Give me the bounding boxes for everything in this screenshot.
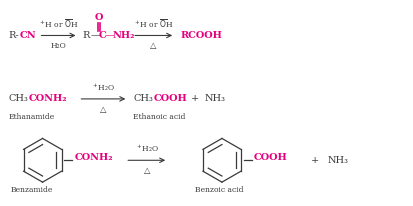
Text: CONH₂: CONH₂ [28,94,67,103]
Text: CH₃: CH₃ [133,94,153,103]
Text: O: O [94,13,102,22]
Text: △: △ [150,42,157,50]
Text: Ethanamide: Ethanamide [9,113,55,121]
Text: R: R [83,31,90,40]
Text: COOH: COOH [153,94,187,103]
Text: $^+$H₂O: $^+$H₂O [135,143,159,154]
Text: $^+$H₂O: $^+$H₂O [91,81,116,93]
Text: $^+$H or $\overline{\mathrm{O}}$H: $^+$H or $\overline{\mathrm{O}}$H [133,17,173,30]
Text: —: — [90,31,100,40]
Text: +: + [191,94,199,103]
Text: NH₃: NH₃ [205,94,226,103]
Text: CN: CN [20,31,36,40]
Text: +: + [311,156,319,165]
Text: R-: R- [9,31,19,40]
Text: $^+$H or $\overline{\mathrm{O}}$H: $^+$H or $\overline{\mathrm{O}}$H [38,17,79,30]
Text: △: △ [100,106,107,114]
Text: —: — [104,31,114,40]
Text: Ethanoic acid: Ethanoic acid [133,113,185,121]
Text: △: △ [144,167,150,175]
Text: RCOOH: RCOOH [180,31,222,40]
Text: CH₃: CH₃ [9,94,28,103]
Text: NH₂: NH₂ [112,31,135,40]
Text: Benzamide: Benzamide [11,186,53,194]
Text: Benzoic acid: Benzoic acid [195,186,244,194]
Text: H₂O: H₂O [51,42,66,50]
Text: CONH₂: CONH₂ [74,153,113,162]
Text: C: C [98,31,106,40]
Text: COOH: COOH [254,153,287,162]
Text: NH₃: NH₃ [328,156,349,165]
